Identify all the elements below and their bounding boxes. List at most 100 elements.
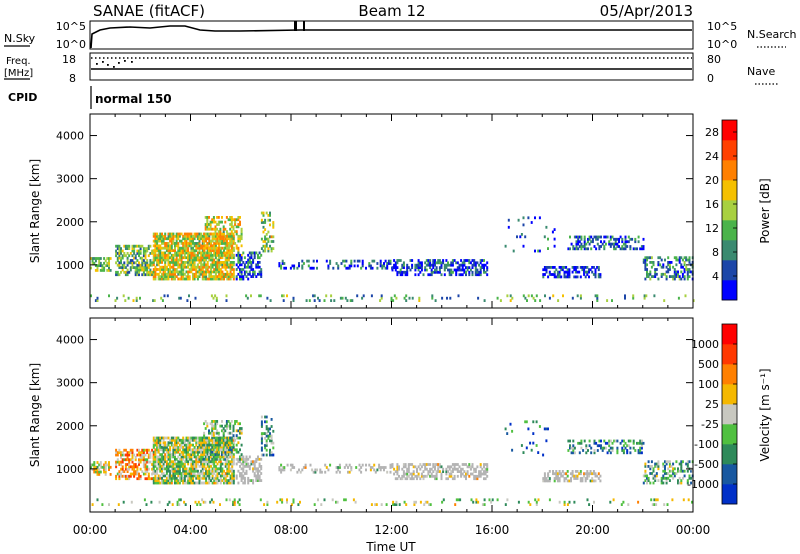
velocity-cell	[159, 476, 162, 480]
power-cell	[581, 268, 584, 272]
velocity-cell	[574, 470, 577, 473]
velocity-cell	[572, 449, 575, 452]
power-cell	[182, 244, 185, 248]
velocity-cell	[222, 429, 225, 433]
power-cell	[91, 259, 94, 263]
velocity-cell	[169, 446, 172, 449]
power-cell	[219, 230, 222, 233]
power-cell	[621, 237, 624, 241]
power-cell	[575, 245, 578, 248]
velocity-cell	[161, 479, 163, 482]
velocity-cell	[161, 455, 163, 459]
power-cell	[616, 245, 619, 248]
power-cell	[376, 262, 379, 265]
velocity-cell	[196, 446, 199, 449]
velocity-cell	[156, 436, 159, 440]
power-cell	[182, 275, 185, 278]
velocity-cell	[154, 460, 157, 464]
velocity-cell	[131, 448, 134, 452]
power-cell	[134, 254, 137, 258]
velocity-cell	[655, 472, 658, 475]
power-cell	[106, 269, 109, 272]
power-cell	[162, 239, 165, 243]
velocity-cell	[139, 456, 142, 459]
power-cell	[167, 261, 170, 264]
power-cell	[187, 263, 190, 267]
power-cell	[161, 253, 163, 257]
velocity-cell	[164, 436, 167, 440]
power-cell	[419, 263, 422, 267]
power-cell	[580, 235, 583, 239]
velocity-cell	[115, 453, 118, 457]
power-cell	[192, 239, 194, 243]
power-cell	[188, 232, 191, 236]
velocity-cell	[292, 498, 295, 502]
velocity-cell	[260, 441, 263, 445]
power-cell	[365, 266, 367, 270]
velocity-cell	[159, 460, 162, 464]
velocity-cell	[252, 462, 255, 466]
velocity-cell	[360, 470, 363, 474]
velocity-cell	[138, 474, 140, 478]
velocity-cell	[257, 479, 259, 482]
power-cell	[151, 249, 154, 253]
power-cell	[154, 265, 157, 269]
velocity-cell	[561, 470, 564, 473]
velocity-cell	[204, 420, 207, 423]
power-cell	[208, 246, 210, 250]
velocity-cell	[416, 474, 418, 478]
power-cell	[478, 273, 481, 277]
power-cell	[226, 261, 229, 264]
velocity-cell	[250, 462, 253, 466]
velocity-cell	[200, 441, 203, 445]
power-cell	[190, 242, 193, 245]
power-cell	[242, 261, 245, 264]
cpid-value: normal 150	[95, 92, 172, 106]
velocity-cell	[226, 472, 229, 475]
velocity-cell	[257, 455, 259, 459]
velocity-cell	[120, 460, 122, 464]
velocity-cell	[670, 474, 673, 478]
velocity-cell	[211, 462, 214, 466]
velocity-cell	[406, 467, 409, 471]
power-cell	[175, 242, 178, 245]
power-cell	[195, 270, 198, 274]
velocity-cell	[204, 500, 207, 504]
power-cell	[677, 272, 679, 276]
velocity-cell	[211, 438, 214, 442]
power-cell	[152, 272, 155, 276]
power-cell	[621, 245, 624, 248]
velocity-cell	[309, 463, 312, 467]
velocity-cell	[378, 466, 381, 469]
velocity-cell	[169, 457, 172, 461]
velocity-cell	[611, 446, 614, 450]
velocity-cell	[662, 469, 665, 473]
power-cell	[161, 232, 163, 236]
velocity-cell	[476, 465, 479, 469]
velocity-cell	[680, 465, 683, 468]
velocity-cell	[253, 467, 256, 471]
velocity-cell	[203, 443, 206, 447]
velocity-cell	[222, 450, 225, 454]
power-cell	[203, 277, 206, 281]
power-cell	[185, 237, 188, 241]
velocity-cell	[138, 453, 140, 457]
velocity-cell	[422, 463, 425, 466]
velocity-cell	[348, 463, 351, 467]
velocity-cell	[644, 472, 647, 475]
power-cell	[157, 244, 160, 248]
power-cell	[98, 264, 101, 267]
velocity-cell	[448, 465, 451, 469]
velocity-cell	[226, 436, 229, 440]
velocity-cell	[216, 467, 219, 471]
power-cell	[195, 244, 198, 248]
velocity-cell	[471, 463, 474, 466]
power-cell	[343, 259, 346, 263]
power-cell	[218, 265, 221, 269]
velocity-cell	[228, 498, 231, 502]
power-cell	[221, 263, 224, 267]
velocity-cell	[545, 439, 548, 443]
velocity-cell	[195, 476, 198, 480]
power-cell	[383, 262, 385, 265]
